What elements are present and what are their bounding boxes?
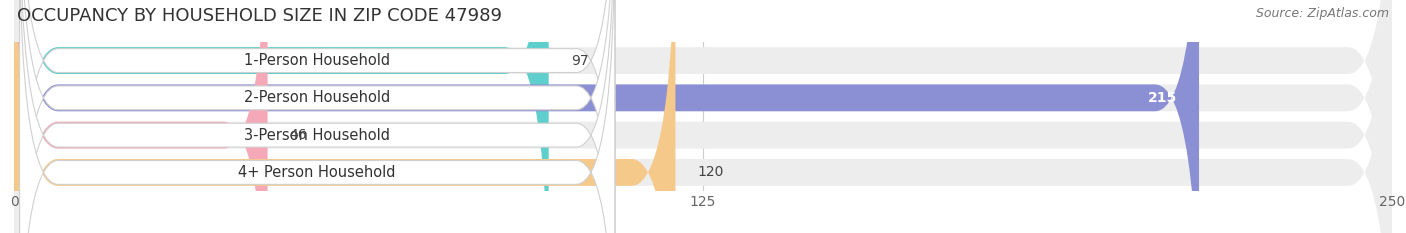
Text: 3-Person Household: 3-Person Household	[245, 128, 391, 143]
FancyBboxPatch shape	[14, 0, 1392, 233]
FancyBboxPatch shape	[20, 0, 614, 233]
Text: 4+ Person Household: 4+ Person Household	[239, 165, 396, 180]
FancyBboxPatch shape	[14, 0, 675, 233]
FancyBboxPatch shape	[20, 0, 614, 233]
Text: 215: 215	[1147, 91, 1177, 105]
Text: 97: 97	[571, 54, 588, 68]
FancyBboxPatch shape	[14, 0, 267, 233]
FancyBboxPatch shape	[14, 0, 1392, 233]
Text: 2-Person Household: 2-Person Household	[245, 90, 391, 105]
FancyBboxPatch shape	[14, 0, 1199, 233]
Text: 46: 46	[290, 128, 308, 142]
FancyBboxPatch shape	[20, 0, 614, 233]
FancyBboxPatch shape	[14, 0, 548, 233]
Text: 120: 120	[697, 165, 724, 179]
Text: Source: ZipAtlas.com: Source: ZipAtlas.com	[1256, 7, 1389, 20]
FancyBboxPatch shape	[14, 0, 1392, 233]
Text: OCCUPANCY BY HOUSEHOLD SIZE IN ZIP CODE 47989: OCCUPANCY BY HOUSEHOLD SIZE IN ZIP CODE …	[17, 7, 502, 25]
FancyBboxPatch shape	[20, 0, 614, 233]
FancyBboxPatch shape	[14, 0, 1392, 233]
Text: 1-Person Household: 1-Person Household	[245, 53, 391, 68]
